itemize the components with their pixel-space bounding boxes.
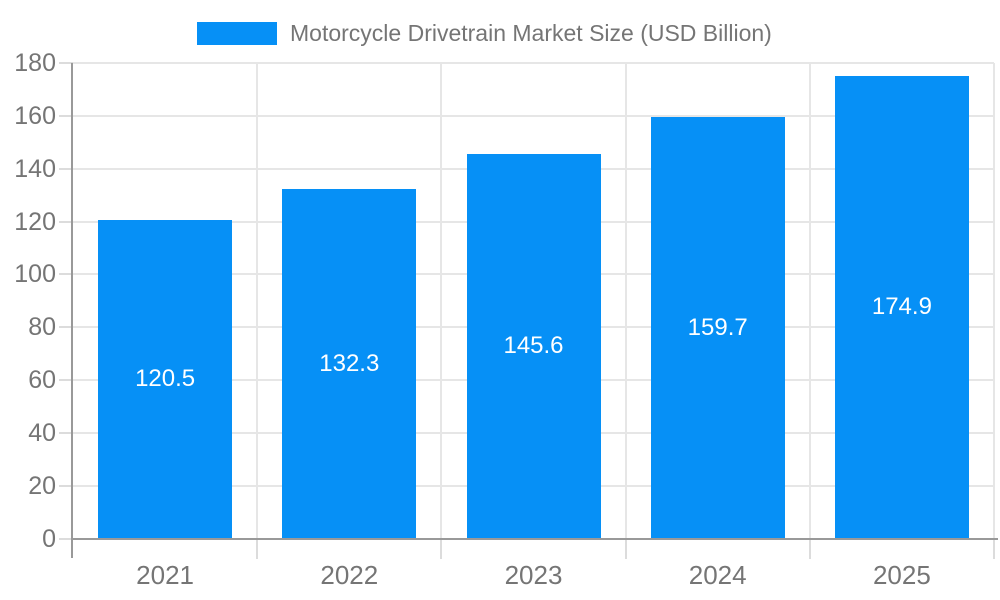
y-axis-tick bbox=[59, 484, 73, 487]
y-axis-line bbox=[71, 63, 73, 558]
x-axis-tick bbox=[440, 539, 443, 559]
gridline-h bbox=[73, 62, 994, 64]
gridline-v bbox=[256, 63, 259, 539]
y-axis-tick bbox=[59, 273, 73, 276]
y-tick-label: 160 bbox=[14, 101, 56, 130]
bar-value-label: 145.6 bbox=[503, 332, 564, 360]
y-axis-tick bbox=[59, 114, 73, 117]
x-axis-tick bbox=[256, 539, 259, 559]
bar-value-label: 174.9 bbox=[871, 293, 932, 321]
y-tick-label: 20 bbox=[28, 471, 56, 500]
bar-value-label: 132.3 bbox=[319, 349, 380, 377]
x-axis-tick bbox=[808, 539, 811, 559]
x-tick-label: 2023 bbox=[504, 559, 563, 590]
x-tick-label: 2021 bbox=[136, 559, 195, 590]
bar[interactable] bbox=[98, 220, 233, 539]
y-axis-tick bbox=[59, 431, 73, 434]
gridline-v bbox=[440, 63, 443, 539]
y-axis-tick bbox=[59, 326, 73, 329]
y-tick-label: 80 bbox=[28, 313, 56, 342]
bar[interactable] bbox=[834, 76, 969, 539]
bar-value-label: 120.5 bbox=[135, 365, 196, 393]
x-axis-line bbox=[71, 537, 998, 540]
y-axis-tick bbox=[59, 62, 73, 64]
y-axis-tick bbox=[59, 220, 73, 223]
gridline-h bbox=[73, 114, 994, 117]
y-axis-tick bbox=[59, 379, 73, 381]
bar-value-label: 159.7 bbox=[687, 313, 748, 341]
gridline-v bbox=[808, 63, 811, 539]
x-axis-tick bbox=[993, 539, 995, 559]
legend[interactable]: Motorcycle Drivetrain Market Size (USD B… bbox=[197, 20, 772, 47]
x-tick-label: 2022 bbox=[320, 559, 379, 590]
bar[interactable] bbox=[466, 153, 601, 539]
y-tick-label: 40 bbox=[28, 418, 56, 447]
y-tick-label: 140 bbox=[14, 154, 56, 183]
y-tick-label: 0 bbox=[42, 524, 56, 553]
legend-swatch bbox=[197, 22, 277, 45]
x-tick-label: 2024 bbox=[688, 559, 747, 590]
y-tick-label: 60 bbox=[28, 366, 56, 394]
y-tick-label: 180 bbox=[14, 49, 56, 77]
bar[interactable] bbox=[650, 116, 785, 539]
x-tick-label: 2025 bbox=[872, 559, 931, 590]
y-axis-tick bbox=[59, 537, 73, 540]
legend-label: Motorcycle Drivetrain Market Size (USD B… bbox=[290, 20, 772, 46]
y-axis-tick bbox=[59, 167, 73, 170]
y-tick-label: 100 bbox=[14, 260, 56, 289]
y-tick-label: 120 bbox=[14, 207, 56, 236]
bar[interactable] bbox=[282, 189, 417, 539]
gridline-v bbox=[624, 63, 627, 539]
gridline-v bbox=[993, 63, 995, 539]
x-axis-tick bbox=[624, 539, 627, 559]
